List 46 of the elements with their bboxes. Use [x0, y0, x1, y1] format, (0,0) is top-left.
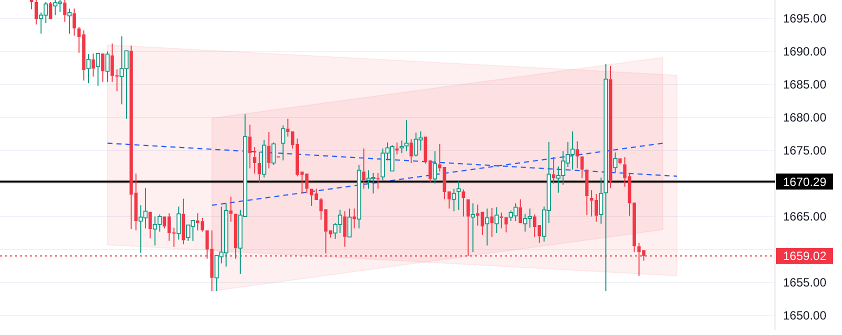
ref-line-label: 1670.29: [783, 174, 827, 189]
y-tick-label: 1665.00: [783, 209, 827, 224]
candlestick: [252, 146, 256, 174]
candlestick: [30, 0, 34, 10]
candlestick: [34, 0, 38, 25]
candlestick: [552, 156, 556, 184]
candlestick: [376, 172, 380, 190]
candlestick: [608, 66, 612, 189]
candlestick: [267, 132, 271, 169]
candlestick: [585, 170, 588, 216]
candlestick: [362, 148, 366, 190]
candlestick: [598, 177, 604, 224]
y-tick-label: 1690.00: [783, 44, 827, 58]
y-tick-label: 1675.00: [783, 143, 827, 158]
y-tick-label: 1655.00: [783, 275, 827, 290]
y-tick-label: 1685.00: [783, 77, 827, 92]
candlestick: [395, 142, 399, 155]
candlestick: [456, 181, 461, 210]
candlestick: [343, 210, 346, 248]
candlestick: [356, 164, 362, 229]
candlestick: [258, 151, 262, 183]
candlestick: [613, 152, 618, 173]
candlestick: [485, 208, 490, 246]
candlestick: [176, 206, 181, 240]
candlestick: [347, 208, 352, 238]
ref-line-label: 1659.02: [783, 249, 827, 264]
candlestick: [248, 124, 252, 169]
candlestick: [494, 206, 499, 234]
candlestick: [92, 52, 95, 78]
candlestick: [229, 196, 233, 222]
candlestick: [148, 212, 152, 239]
candlestick: [470, 202, 476, 253]
candlestick: [604, 64, 608, 292]
y-tick-label: 1680.00: [783, 110, 827, 124]
candlestick: [86, 54, 91, 84]
candlestick: [490, 207, 494, 238]
candlestick: [72, 8, 76, 36]
y-tick-label: 1695.00: [783, 11, 827, 26]
candlestick: [63, 0, 66, 22]
candlestick: [410, 138, 413, 164]
candlestick: [576, 140, 579, 169]
candlestick: [352, 208, 356, 229]
candlestick: [96, 53, 100, 86]
candlestick: [101, 53, 104, 82]
candlestick: [518, 198, 522, 224]
y-tick-label: 1650.00: [783, 308, 827, 322]
